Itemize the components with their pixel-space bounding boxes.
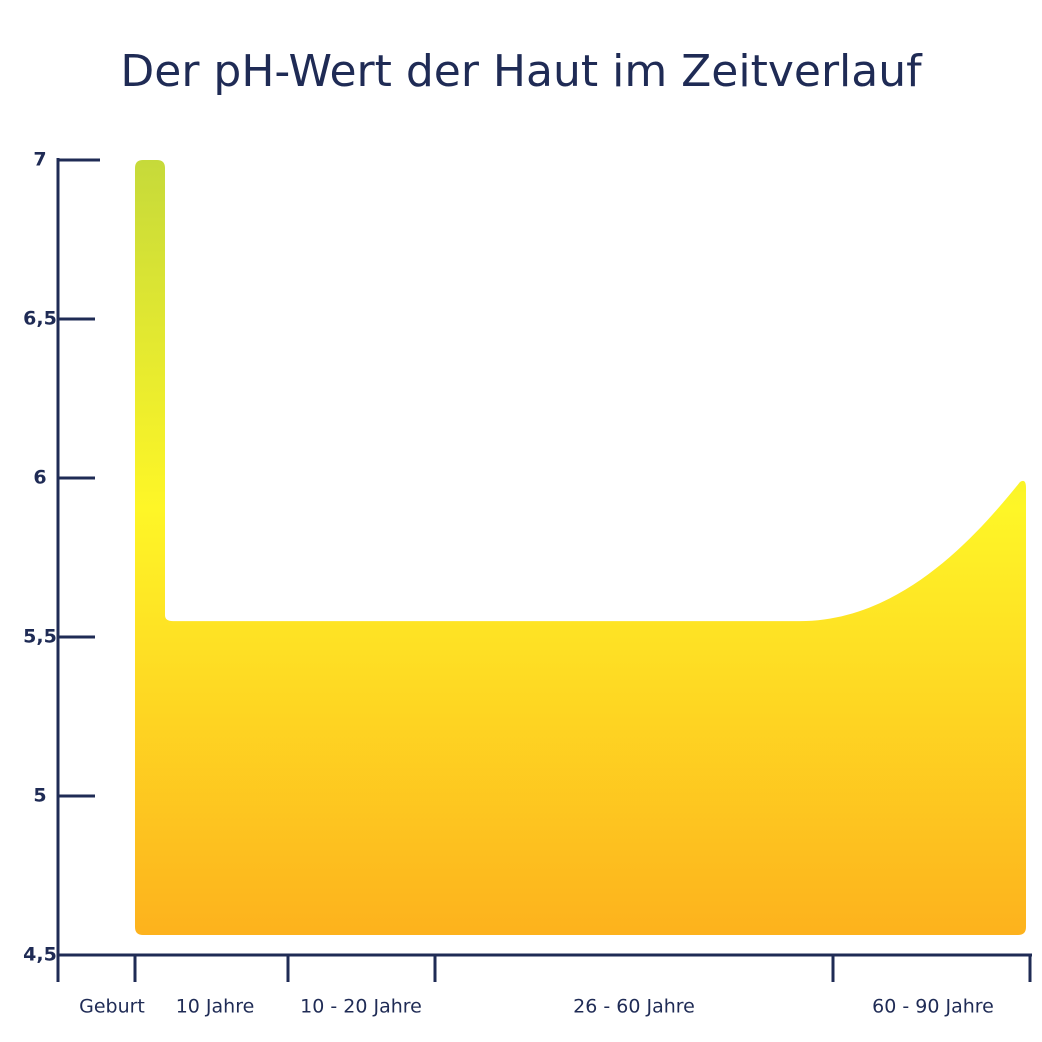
- y-tick-label: 6,5: [23, 308, 57, 330]
- ph-area: [135, 160, 1026, 935]
- y-tick-label: 7: [33, 149, 46, 171]
- x-tick-label: 60 - 90 Jahre: [872, 996, 994, 1018]
- y-tick-label: 4,5: [23, 944, 57, 966]
- chart-title: Der pH-Wert der Haut im Zeitverlauf: [120, 46, 923, 97]
- y-tick-label: 5: [33, 785, 46, 807]
- y-tick-label: 6: [33, 467, 46, 489]
- x-tick-label: 10 - 20 Jahre: [300, 996, 422, 1018]
- y-tick-label: 5,5: [23, 626, 57, 648]
- x-tick-label: Geburt: [79, 996, 145, 1018]
- x-tick-label: 10 Jahre: [176, 996, 255, 1018]
- x-tick-label: 26 - 60 Jahre: [573, 996, 695, 1018]
